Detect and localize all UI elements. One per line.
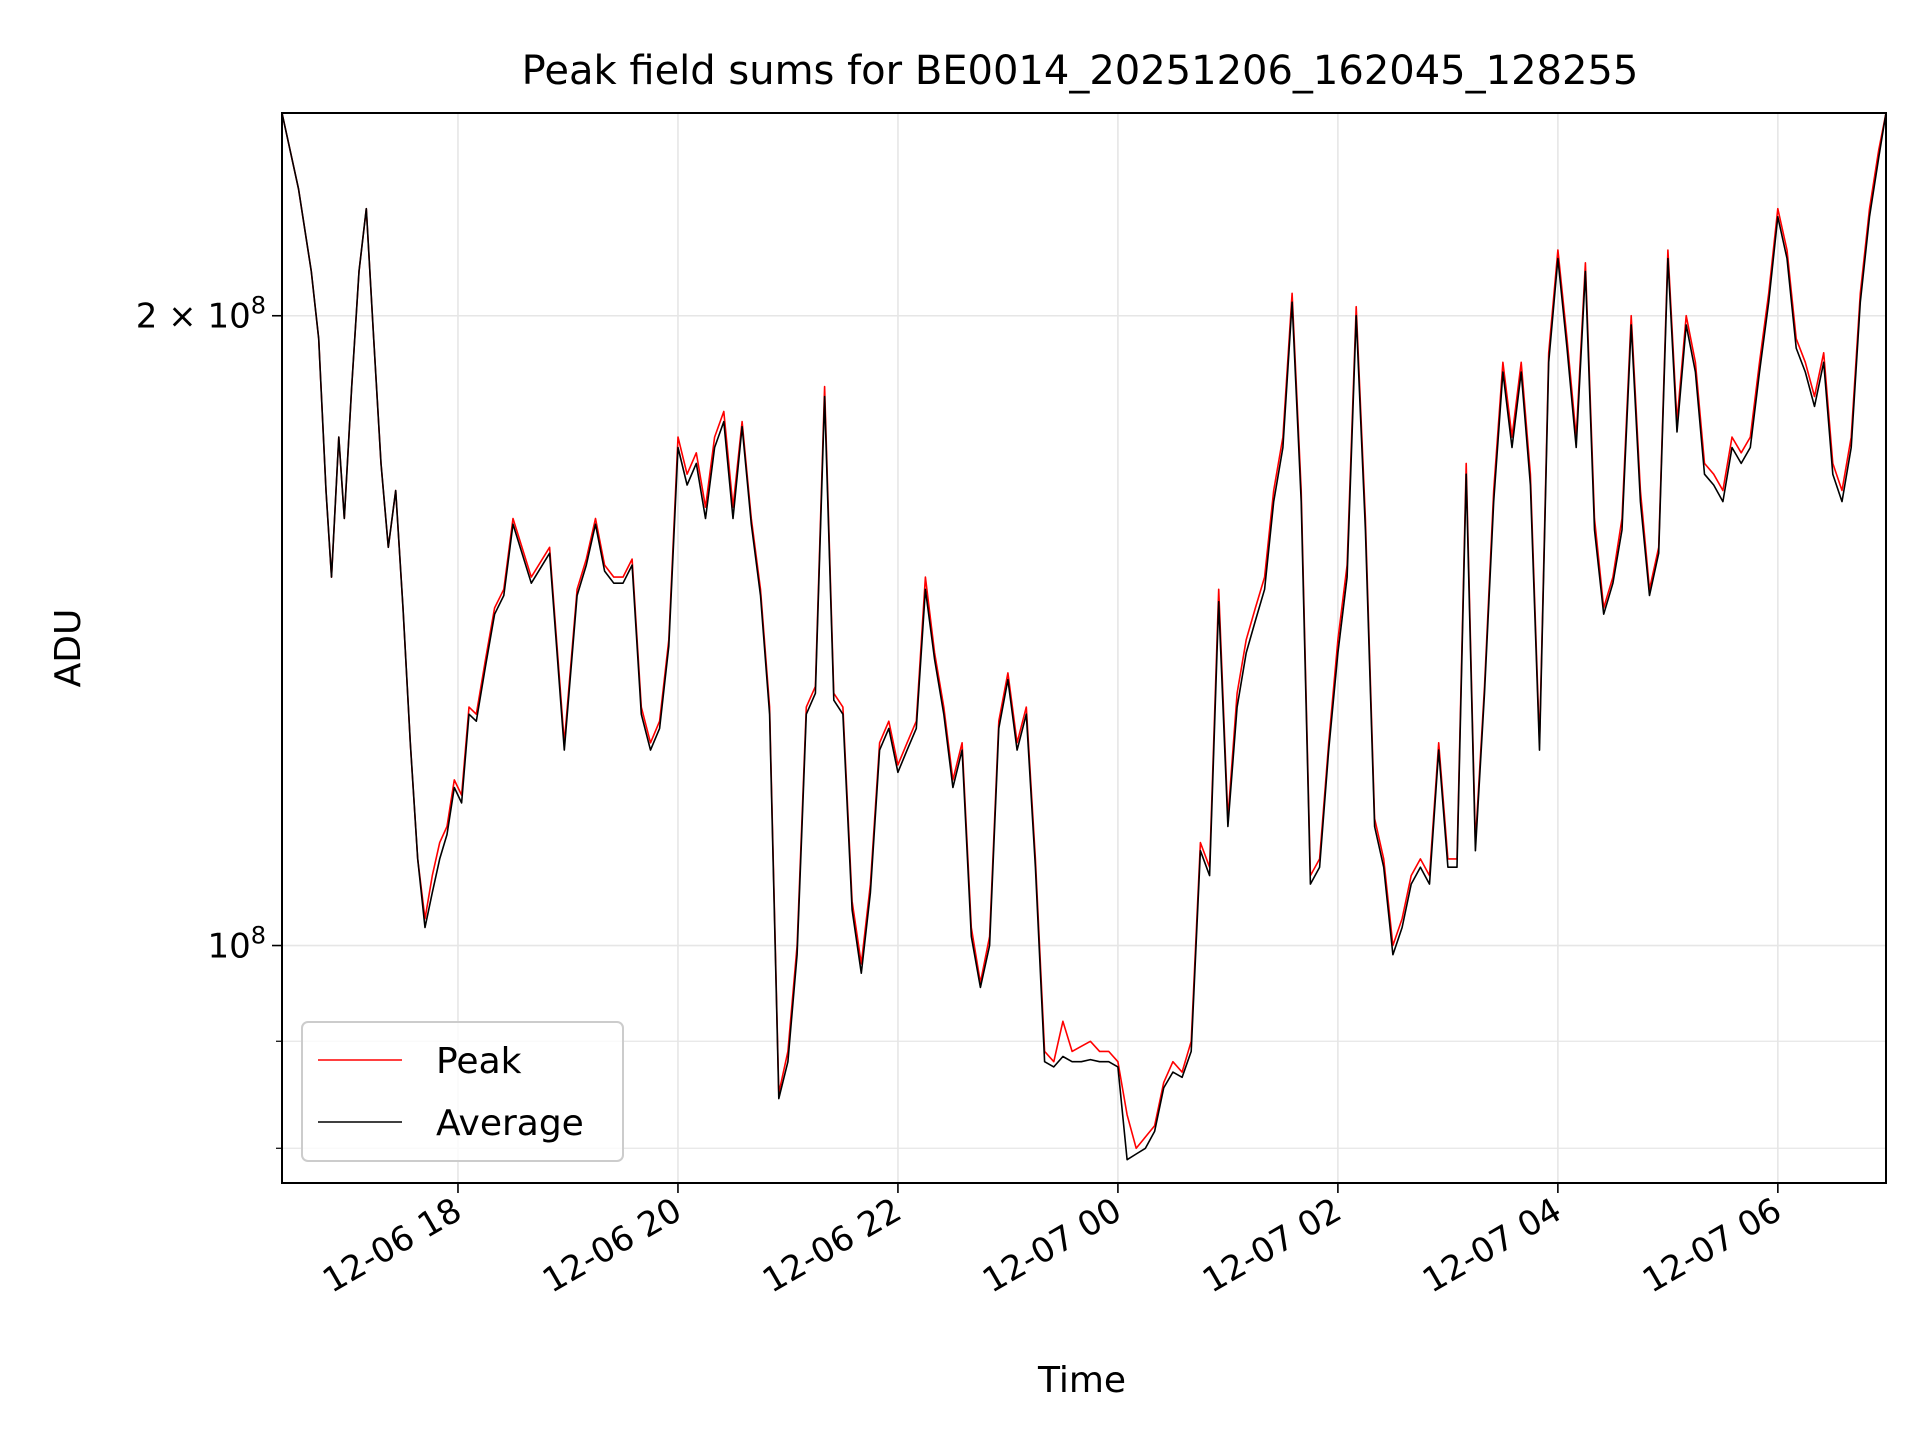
y-tick-label-0: 108 (207, 922, 266, 967)
series-layer (281, 112, 1887, 1161)
y-tick-label-1: 2 × 108 (136, 292, 266, 337)
y-axis: 108 2 × 108 (136, 292, 282, 1149)
chart-title: Peak field sums for BE0014_20251206_1620… (522, 48, 1639, 94)
y-axis-label: ADU (48, 609, 89, 688)
legend-peak-label: Peak (436, 1041, 522, 1082)
legend-average-label: Average (436, 1103, 584, 1144)
legend-box (301, 1021, 624, 1162)
grid (282, 113, 1886, 1183)
plot-area (282, 113, 1886, 1183)
series-line-peak (281, 112, 1887, 1150)
series-line-average (281, 112, 1887, 1161)
legend: Peak Average (301, 1021, 624, 1162)
x-axis-label: Time (1037, 1360, 1126, 1401)
plot-frame (281, 112, 1887, 1184)
